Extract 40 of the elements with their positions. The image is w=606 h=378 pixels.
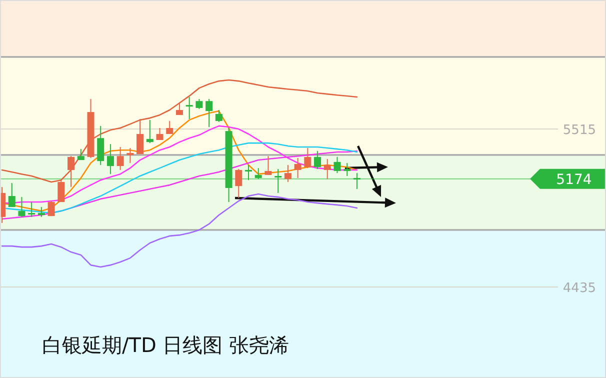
candlestick [314,150,322,170]
ref-line-label: 5174 [556,172,592,188]
y-tick-label: 5515 [562,123,596,138]
text: 白银延期/TD 日线图 张尧浠 [42,333,290,357]
candlestick [8,182,16,208]
line-series [1,193,358,268]
candlestick [324,158,331,180]
candlestick [334,156,341,174]
candlestick [196,98,203,110]
candlestick [48,200,55,217]
candlestick [126,148,134,164]
candlestick [58,180,65,203]
line-series [1,79,358,183]
candlestick [294,157,302,179]
candlestick [28,202,36,218]
y-tick-label: 4435 [562,281,596,296]
candlestick [136,118,144,155]
candlestick [353,172,360,190]
candlestick [68,156,75,188]
candlestick [254,168,262,180]
candlestick [146,119,154,144]
candlestick [344,162,351,176]
line-series [1,150,358,220]
candlestick [97,125,104,166]
candlestick [166,120,174,134]
candlestick [284,164,292,182]
candlestick [38,206,45,218]
candlestick [116,146,124,170]
candlestick [206,98,213,128]
candlestick [304,148,312,169]
candlestick [186,96,193,120]
candlestick [215,110,222,122]
candlestick [274,168,282,194]
candlestick [156,128,164,140]
candlestick [235,168,242,199]
candlestick [176,102,183,116]
candlestick [106,144,114,175]
candlestick [264,156,272,176]
candlestick [18,196,26,218]
candlestick [245,164,252,181]
